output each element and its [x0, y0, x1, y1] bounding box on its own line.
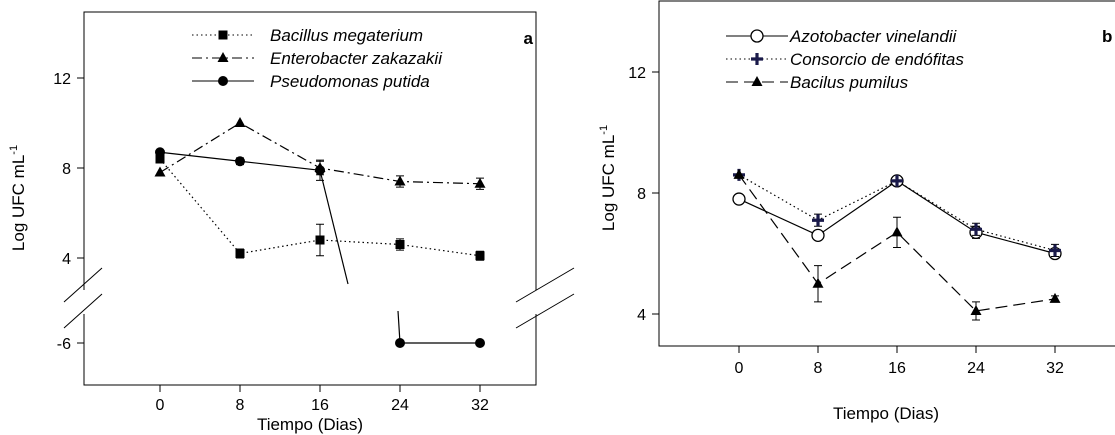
- panel-b-chart: 4 8 12 0 8 16 24 32 Tiempo (Dias) Log UFC mL-1 b Az…: [598, 0, 1115, 423]
- data-point: [235, 156, 245, 167]
- x-tick-label: 24: [967, 360, 985, 377]
- data-point: [395, 240, 405, 249]
- axis-break-gap-left: [76, 290, 92, 314]
- data-point: [235, 249, 245, 258]
- legend-label-3: Bacilus pumilus: [790, 73, 909, 92]
- x-tick-label: 16: [888, 360, 906, 377]
- x-tick-label: 0: [156, 397, 165, 414]
- data-point: [812, 277, 824, 288]
- legend-marker-3: [751, 76, 763, 86]
- plot-frame: [83, 11, 537, 386]
- y-axis-label: Log UFC mL-1: [8, 145, 28, 251]
- y-tick-label: 4: [637, 307, 646, 324]
- data-point: [732, 192, 746, 206]
- x-tick-label: 8: [814, 360, 823, 377]
- data-point: [234, 117, 246, 127]
- data-point: [394, 175, 406, 186]
- x-axis-label: Tiempo (Dias): [257, 415, 363, 434]
- data-point: [155, 147, 165, 158]
- y-tick-label: 8: [62, 161, 71, 178]
- y-axis-label-superscript: -1: [8, 145, 20, 155]
- legend-label-3: Pseudomonas putida: [270, 72, 430, 91]
- x-tick-label: 8: [236, 397, 245, 414]
- y-tick-label: 12: [628, 65, 646, 82]
- data-point: [474, 177, 486, 188]
- legend-marker-2: [751, 53, 763, 65]
- x-tick-label: 0: [735, 360, 744, 377]
- y-axis-label-superscript: -1: [598, 125, 610, 135]
- data-point: [315, 165, 325, 176]
- data-point: [891, 174, 903, 187]
- data-point: [970, 304, 982, 315]
- y-tick-label: -6: [57, 336, 71, 353]
- y-axis-label: Log UFC mL-1: [598, 125, 618, 231]
- legend-label-1: Bacillus megaterium: [270, 26, 423, 45]
- data-point: [155, 154, 165, 164]
- x-tick-label: 32: [1046, 360, 1064, 377]
- legend-label-2: Enterobacter zakazakii: [270, 49, 443, 68]
- data-point: [733, 168, 745, 179]
- legend-marker-1: [218, 30, 228, 40]
- data-point: [475, 251, 485, 261]
- panel-label: b: [1102, 27, 1112, 46]
- panel-label: a: [524, 29, 534, 48]
- x-tick-label: 24: [391, 397, 409, 414]
- x-tick-label: 32: [471, 397, 489, 414]
- data-point: [1049, 292, 1061, 303]
- plot-frame: [658, 0, 1115, 347]
- panel-a-chart: -6 4 8 12 0 8 16 24 32 Tiempo (Dias) Log UFC mL-1 a…: [8, 11, 575, 434]
- x-axis-label: Tiempo (Dias): [833, 404, 939, 423]
- legend-marker-2: [217, 52, 229, 62]
- data-point: [811, 228, 825, 243]
- data-point: [1049, 244, 1061, 257]
- legend-marker-3: [218, 76, 228, 86]
- axis-break-gap-right: [528, 290, 544, 314]
- data-point: [395, 338, 405, 348]
- x-tick-label: 16: [311, 397, 329, 414]
- series-line-3: [738, 174, 1056, 312]
- y-tick-label: 8: [637, 186, 646, 203]
- data-point: [970, 223, 982, 236]
- axis-break-mark-left: [63, 267, 103, 329]
- y-tick-label: 12: [53, 71, 71, 88]
- y-tick-label: 4: [62, 251, 71, 268]
- legend-label-1: Azotobacter vinelandii: [789, 27, 958, 46]
- data-point: [315, 235, 325, 245]
- data-point: [154, 166, 166, 177]
- data-point: [812, 214, 824, 227]
- legend-marker-1: [750, 29, 764, 43]
- data-point: [891, 226, 903, 237]
- axis-break-mark-right: [515, 267, 575, 329]
- legend-label-2: Consorcio de endófitas: [790, 50, 964, 69]
- data-point: [475, 338, 485, 348]
